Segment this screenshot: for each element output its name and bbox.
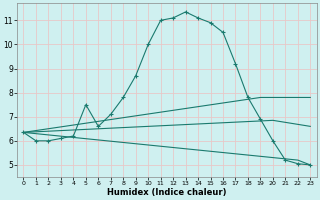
X-axis label: Humidex (Indice chaleur): Humidex (Indice chaleur) bbox=[107, 188, 227, 197]
